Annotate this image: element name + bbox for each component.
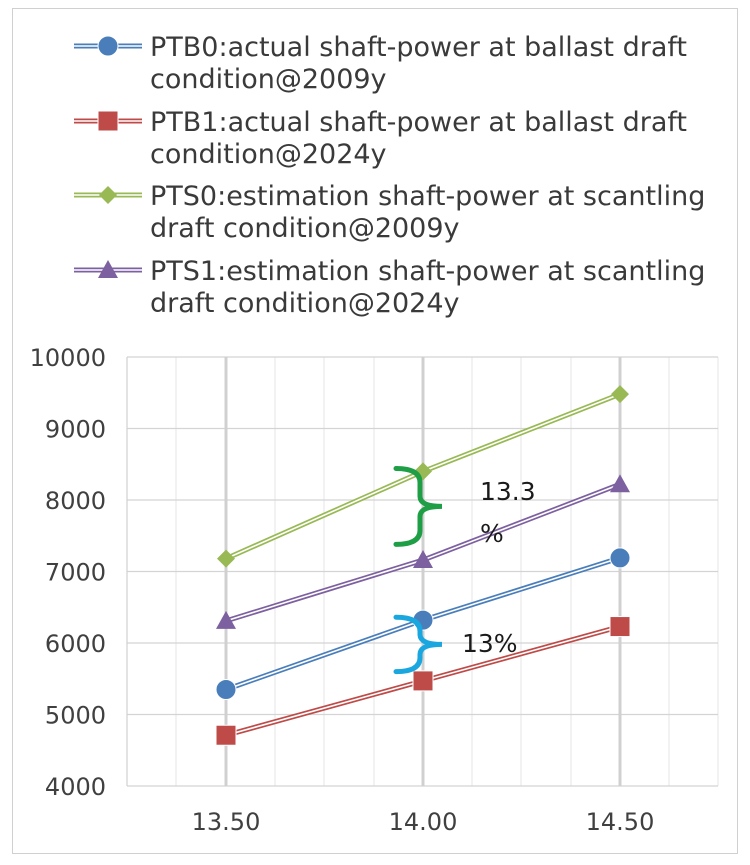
y-tick-label-6: 10000 [30, 344, 106, 372]
legend-label-0-line-1: condition@2009y [150, 64, 387, 95]
legend-label-1-line-0: PTB1:actual shaft-power at ballast draft [150, 107, 687, 138]
legend-label-3-line-0: PTS1:estimation shaft-power at scantling [150, 256, 705, 287]
legend-marker-2 [99, 186, 117, 204]
annotation-label-0-line-1: % [480, 519, 504, 548]
legend-label-0-line-0: PTB0:actual shaft-power at ballast draft [150, 32, 687, 63]
series-0-point-2 [609, 547, 631, 569]
y-tick-label-1: 5000 [45, 702, 106, 730]
y-tick-label-3: 7000 [45, 559, 106, 587]
legend-label-2-line-1: draft condition@2009y [150, 213, 460, 244]
legend-label-2-line-0: PTS0:estimation shaft-power at scantling [150, 181, 705, 212]
series-3-point-2 [610, 474, 630, 493]
legend-marker-3 [98, 260, 118, 278]
series-2-point-0 [217, 549, 235, 568]
series-1-point-0 [215, 724, 237, 746]
series-0-point-0 [215, 678, 237, 700]
annotation-brace-0 [393, 466, 443, 547]
legend-marker-0 [97, 35, 119, 57]
y-tick-label-2: 6000 [45, 630, 106, 658]
y-tick-label-5: 9000 [45, 416, 106, 444]
y-tick-label-0: 4000 [45, 773, 106, 801]
y-tick-label-4: 8000 [45, 487, 106, 515]
legend-marker-1 [97, 110, 119, 132]
annotation-label-0-line-0: 13.3 [480, 477, 536, 506]
legend-label-1-line-1: condition@2024y [150, 139, 387, 170]
series-1-point-2 [609, 616, 631, 638]
x-tick-label-0: 13.50 [192, 808, 261, 836]
annotation-brace-1 [393, 614, 443, 675]
legend-label-3-line-1: draft condition@2024y [150, 288, 460, 319]
chart-frame [12, 8, 738, 854]
x-tick-label-1: 14.00 [389, 808, 458, 836]
x-tick-label-2: 14.50 [586, 808, 655, 836]
series-1-point-1 [412, 670, 434, 692]
series-3-point-0 [216, 610, 236, 629]
series-3-point-1 [413, 550, 433, 569]
series-2-point-2 [611, 385, 629, 404]
annotation-label-1-line-0: 13% [462, 629, 518, 658]
